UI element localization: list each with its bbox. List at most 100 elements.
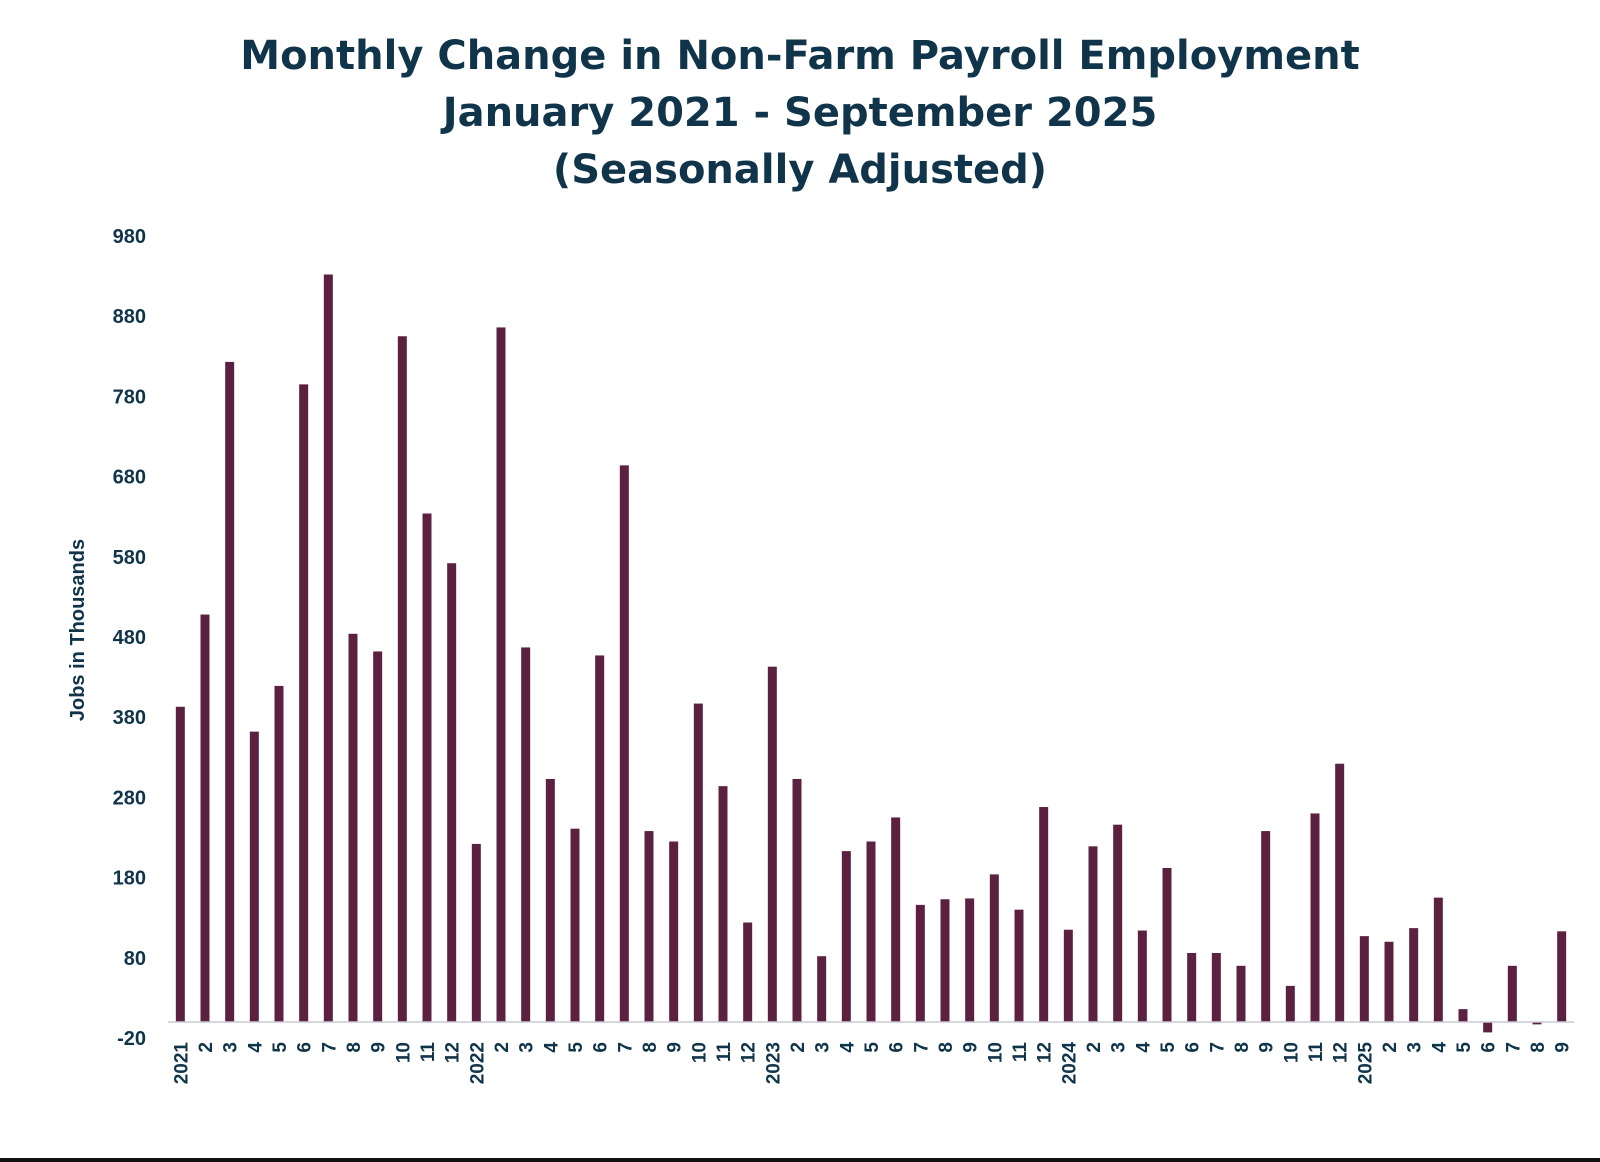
x-tick-label: 10: [1281, 1042, 1302, 1063]
x-axis: 2021 2 3 4 5 6 7 8 9 10 11 12 2022 2 3 4 5 6 7 8 9 10 11 12 2023…: [171, 1042, 1573, 1085]
bar: [1310, 813, 1320, 1022]
bar-series: [175, 274, 1567, 1033]
x-tick-label: 2: [788, 1042, 809, 1053]
bar: [693, 703, 703, 1022]
bar: [373, 651, 383, 1022]
y-tick-label: 880: [113, 306, 146, 328]
x-tick-label: 3: [1109, 1042, 1130, 1053]
bar: [496, 327, 506, 1022]
bar: [1458, 1009, 1468, 1022]
bar: [1236, 965, 1246, 1022]
y-tick-label: 480: [113, 627, 146, 649]
x-tick-label: 2: [196, 1042, 217, 1053]
bar: [1335, 763, 1345, 1022]
x-tick-label: 11: [418, 1042, 439, 1063]
x-tick-label: 5: [566, 1042, 587, 1053]
bar: [1483, 1021, 1493, 1033]
bar: [299, 384, 309, 1022]
y-tick-label: -20: [117, 1028, 146, 1050]
bar: [471, 843, 481, 1022]
y-tick-label: 980: [113, 226, 146, 248]
y-tick-label: 780: [113, 386, 146, 408]
bar: [1285, 985, 1295, 1022]
x-tick-label: 2: [492, 1042, 513, 1053]
x-tick-label: 12: [1035, 1042, 1056, 1063]
chart-title-line-1: Monthly Change in Non-Farm Payroll Emplo…: [240, 33, 1360, 79]
x-tick-label: 5: [1158, 1042, 1179, 1053]
bar: [1187, 952, 1197, 1022]
bar: [1359, 936, 1369, 1022]
bar: [1507, 965, 1517, 1022]
x-tick-label: 2025: [1355, 1042, 1376, 1085]
x-tick-label: 9: [369, 1042, 390, 1053]
bar: [447, 563, 457, 1022]
y-tick-label: 680: [113, 467, 146, 489]
bar: [669, 841, 679, 1022]
bar: [1063, 929, 1073, 1022]
bar: [1384, 941, 1394, 1022]
bar: [1409, 928, 1419, 1022]
x-tick-label: 3: [813, 1042, 834, 1053]
y-tick-label: 180: [113, 868, 146, 890]
bar: [767, 666, 777, 1022]
x-tick-label: 2022: [467, 1042, 488, 1084]
bar: [225, 361, 235, 1022]
bar: [841, 851, 851, 1022]
x-tick-label: 8: [344, 1042, 365, 1053]
x-tick-label: 10: [393, 1042, 414, 1063]
y-tick-label: 580: [113, 547, 146, 569]
x-tick-label: 7: [911, 1042, 932, 1053]
x-tick-label: 2024: [1059, 1042, 1080, 1085]
x-tick-label: 4: [1133, 1042, 1154, 1053]
bar: [175, 706, 185, 1022]
bar: [200, 614, 210, 1022]
x-tick-label: 11: [1306, 1042, 1327, 1063]
x-tick-label: 2: [1380, 1042, 1401, 1053]
x-tick-label: 6: [295, 1042, 316, 1053]
x-tick-label: 9: [961, 1042, 982, 1053]
bar: [323, 274, 333, 1022]
x-tick-label: 7: [1503, 1042, 1524, 1053]
y-tick-label: 280: [113, 787, 146, 809]
chart-title-line-3: (Seasonally Adjusted): [552, 147, 1048, 193]
bar: [792, 778, 802, 1022]
bar: [866, 841, 876, 1022]
x-tick-label: 2: [1084, 1042, 1105, 1053]
x-tick-label: 6: [1183, 1042, 1204, 1053]
x-tick-label: 4: [837, 1042, 858, 1053]
bar: [570, 828, 580, 1022]
x-tick-label: 6: [1479, 1042, 1500, 1053]
bottom-border: [0, 1158, 1600, 1162]
bar: [422, 513, 432, 1022]
bar: [915, 904, 925, 1022]
y-tick-label: 80: [124, 948, 146, 970]
y-tick-label: 380: [113, 707, 146, 729]
x-tick-label: 2023: [763, 1042, 784, 1084]
bar: [1433, 897, 1443, 1022]
x-tick-label: 12: [1331, 1042, 1352, 1063]
x-tick-label: 10: [689, 1042, 710, 1063]
bar: [1557, 931, 1567, 1022]
x-tick-label: 11: [1010, 1042, 1031, 1063]
x-tick-label: 8: [1232, 1042, 1253, 1053]
bar: [397, 336, 407, 1022]
bar: [1211, 952, 1221, 1022]
bar: [545, 778, 555, 1022]
chart-title-line-2: January 2021 - September 2025: [442, 90, 1158, 136]
bar: [891, 817, 901, 1022]
bar: [1532, 1021, 1542, 1025]
x-tick-label: 10: [985, 1042, 1006, 1063]
x-tick-label: 7: [615, 1042, 636, 1053]
x-tick-label: 8: [936, 1042, 957, 1053]
y-axis-label: Jobs in Thousands: [67, 539, 89, 721]
x-tick-label: 8: [1528, 1042, 1549, 1053]
bar: [1162, 867, 1172, 1022]
x-tick-label: 9: [1553, 1042, 1574, 1053]
bar: [595, 655, 605, 1022]
x-tick-label: 5: [270, 1042, 291, 1053]
bar: [274, 685, 284, 1022]
bar: [940, 899, 950, 1022]
bar: [1261, 831, 1271, 1022]
